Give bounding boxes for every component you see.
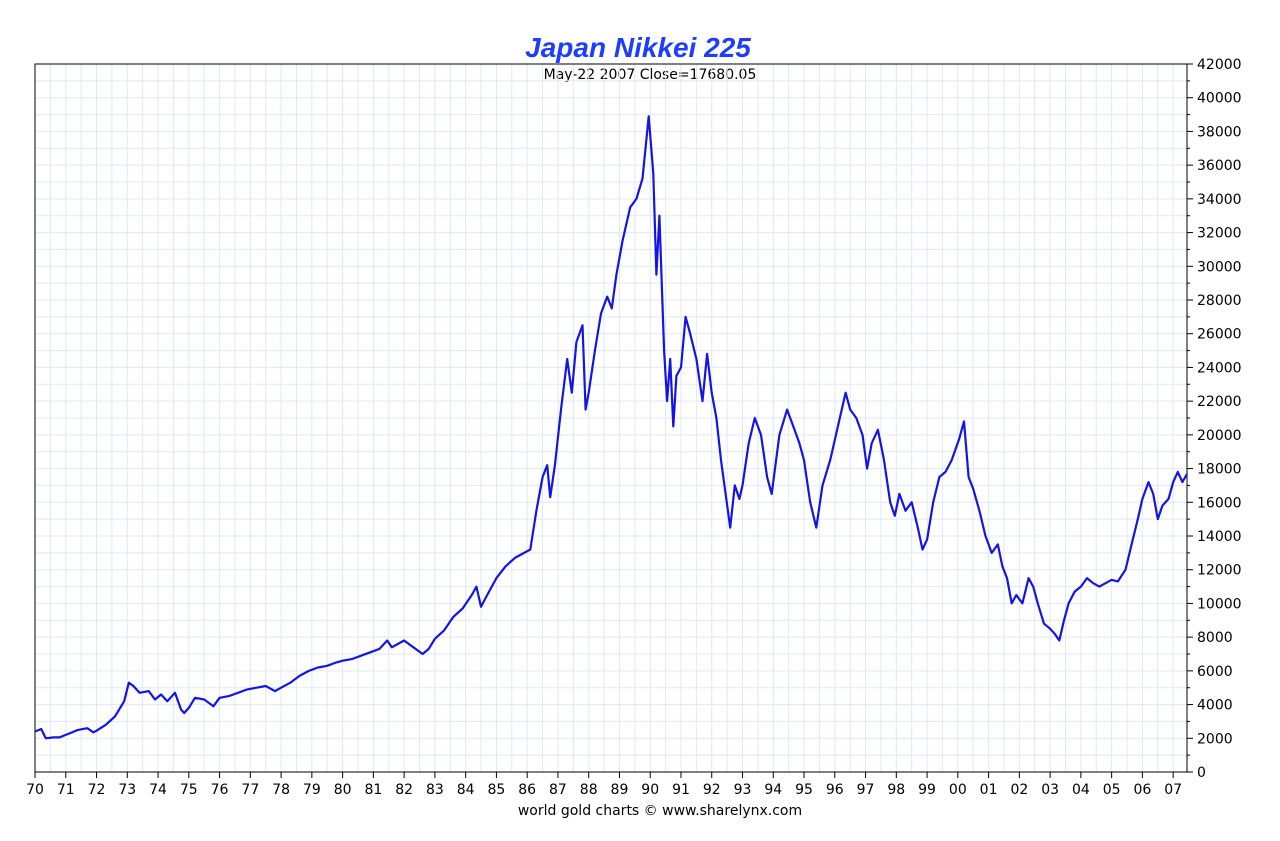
chart-title: Japan Nikkei 225 <box>525 32 751 63</box>
x-tick-label: 90 <box>641 782 659 798</box>
y-tick-label: 0 <box>1197 765 1206 781</box>
x-tick-label: 79 <box>303 782 321 798</box>
y-tick-label: 40000 <box>1197 91 1242 107</box>
y-tick-label: 42000 <box>1197 57 1242 73</box>
x-tick-label: 81 <box>364 782 382 798</box>
y-axis: 0 2000 4000 6000 8000 10000 12000 14000 16000 180… <box>1187 57 1242 781</box>
y-tick-label: 36000 <box>1197 158 1242 174</box>
x-tick-label: 75 <box>180 782 198 798</box>
x-tick-label: 91 <box>672 782 690 798</box>
y-tick-label: 12000 <box>1197 563 1242 579</box>
y-tick-label: 24000 <box>1197 360 1242 376</box>
x-tick-label: 03 <box>1041 782 1059 798</box>
x-tick-label: 92 <box>703 782 721 798</box>
x-tick-label: 73 <box>118 782 136 798</box>
x-tick-label: 82 <box>395 782 413 798</box>
x-tick-label: 07 <box>1164 782 1182 798</box>
y-tick-label: 32000 <box>1197 226 1242 242</box>
x-tick-label: 80 <box>334 782 352 798</box>
x-tick-label: 84 <box>457 782 475 798</box>
y-tick-label: 2000 <box>1197 731 1233 747</box>
y-tick-label: 6000 <box>1197 664 1233 680</box>
x-tick-label: 97 <box>857 782 875 798</box>
y-tick-label: 28000 <box>1197 293 1242 309</box>
x-tick-label: 89 <box>611 782 629 798</box>
x-tick-label: 04 <box>1072 782 1090 798</box>
x-tick-label: 86 <box>518 782 536 798</box>
chart-footer: world gold charts © www.sharelynx.com <box>518 803 802 819</box>
y-tick-label: 30000 <box>1197 259 1242 275</box>
y-tick-label: 8000 <box>1197 630 1233 646</box>
x-tick-label: 77 <box>241 782 259 798</box>
x-axis: 70 71 72 73 74 75 76 77 78 79 80 81 82 83 84 85 86 87 88 89… <box>26 772 1182 798</box>
x-tick-label: 00 <box>949 782 967 798</box>
x-tick-label: 94 <box>764 782 782 798</box>
y-tick-label: 14000 <box>1197 529 1242 545</box>
x-tick-label: 85 <box>488 782 506 798</box>
x-tick-label: 95 <box>795 782 813 798</box>
x-tick-label: 06 <box>1133 782 1151 798</box>
y-tick-label: 26000 <box>1197 327 1242 343</box>
x-tick-label: 76 <box>211 782 229 798</box>
x-tick-label: 83 <box>426 782 444 798</box>
x-tick-label: 87 <box>549 782 567 798</box>
grid-lines <box>35 64 1187 772</box>
x-tick-label: 70 <box>26 782 44 798</box>
x-tick-label: 96 <box>826 782 844 798</box>
x-tick-label: 98 <box>887 782 905 798</box>
y-tick-label: 20000 <box>1197 428 1242 444</box>
y-tick-label: 38000 <box>1197 124 1242 140</box>
x-tick-label: 71 <box>57 782 75 798</box>
x-tick-label: 05 <box>1103 782 1121 798</box>
x-tick-label: 99 <box>918 782 936 798</box>
x-tick-label: 93 <box>734 782 752 798</box>
x-tick-label: 01 <box>980 782 998 798</box>
y-tick-label: 18000 <box>1197 462 1242 478</box>
y-tick-label: 4000 <box>1197 698 1233 714</box>
y-tick-label: 16000 <box>1197 495 1242 511</box>
y-tick-label: 34000 <box>1197 192 1242 208</box>
x-tick-label: 72 <box>88 782 106 798</box>
x-tick-label: 88 <box>580 782 598 798</box>
x-tick-label: 78 <box>272 782 290 798</box>
x-tick-label: 74 <box>149 782 167 798</box>
y-tick-label: 10000 <box>1197 596 1242 612</box>
x-tick-label: 02 <box>1010 782 1028 798</box>
y-tick-label: 22000 <box>1197 394 1242 410</box>
series-line-nikkei-225 <box>34 115 1188 740</box>
